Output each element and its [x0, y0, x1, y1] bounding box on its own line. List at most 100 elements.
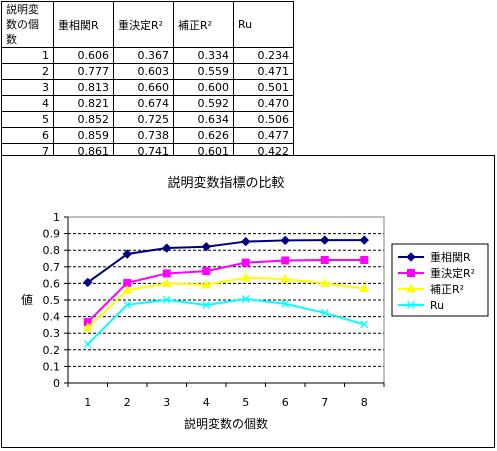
line-chart: 説明変数指標の比較 0 0.1 0.2 0.3 0.4 0.5 0.6 0.7 0.8 0.9 1 1 2… — [21, 175, 489, 431]
table-cell: 3 — [1, 79, 54, 96]
table-cell: 0.634 — [173, 111, 234, 128]
x-tick-label: 7 — [321, 396, 328, 409]
table-cell: 0.559 — [173, 63, 234, 80]
y-tick-label: 0.2 — [43, 344, 61, 357]
x-tick-label: 2 — [124, 396, 131, 409]
data-point — [161, 278, 172, 287]
table-cell: 0.471 — [233, 63, 294, 80]
x-tick-label: 3 — [163, 396, 170, 409]
table-cell: 4 — [1, 95, 54, 112]
legend-label: Ru — [430, 299, 444, 312]
data-table: 説明変数の個数 重相関R 重決定R² 補正R² Ru 1 0.606 0.367 0.334 0… — [1, 1, 294, 176]
data-point — [162, 295, 171, 304]
data-point — [83, 340, 92, 349]
series-line-3 — [87, 276, 365, 329]
y-tick-label: 0.6 — [43, 277, 61, 290]
data-point — [162, 269, 171, 278]
data-point — [241, 295, 250, 303]
series-line-2 — [87, 258, 365, 323]
data-point — [202, 267, 211, 276]
table-cell: 0.367 — [113, 47, 174, 64]
table-cell: 0.777 — [53, 63, 114, 80]
table-cell: 1 — [1, 47, 54, 64]
data-point — [280, 274, 291, 283]
data-point — [122, 249, 132, 259]
x-tick-label: 1 — [84, 396, 91, 409]
data-point — [82, 322, 93, 332]
table-cell: 0.738 — [113, 127, 174, 144]
y-tick-label: 0.3 — [43, 327, 61, 340]
table-cell: 6 — [1, 127, 54, 144]
table-cell: 2 — [1, 63, 54, 80]
data-point — [320, 308, 329, 317]
table-cell: 0.859 — [53, 127, 114, 144]
x-tick-label: 4 — [203, 396, 210, 409]
table-row: 1 0.606 0.367 0.334 0.234 — [1, 47, 294, 64]
legend-marker — [406, 252, 416, 262]
column-header: Ru — [233, 1, 294, 48]
table-cell: 0.477 — [233, 127, 294, 144]
table-row: 3 0.813 0.660 0.600 0.501 — [1, 79, 294, 96]
data-point — [360, 320, 369, 329]
table-cell: 0.470 — [233, 95, 294, 112]
data-point — [83, 277, 93, 288]
data-point — [241, 236, 251, 247]
chart-frame: 説明変数指標の比較 0 0.1 0.2 0.3 0.4 0.5 0.6 0.7 0.8 0.9 1 1 2… — [1, 155, 495, 448]
data-point — [359, 235, 369, 245]
x-axis-label: 説明変数の個数 — [184, 416, 268, 431]
legend-label: 補正R² — [430, 283, 464, 296]
y-tick-label: 0.9 — [43, 228, 61, 241]
table-cell: 0.813 — [53, 79, 114, 96]
data-point — [320, 235, 330, 245]
x-tick-label: 6 — [282, 396, 289, 409]
y-tick-label: 0 — [53, 377, 60, 390]
table-cell: 0.606 — [53, 47, 114, 64]
legend-marker — [407, 269, 415, 277]
table-cell: 0.821 — [53, 95, 114, 112]
data-point — [359, 283, 370, 293]
table-row: 2 0.777 0.603 0.559 0.471 — [1, 63, 294, 80]
table-row: 5 0.852 0.725 0.634 0.506 — [1, 111, 294, 128]
y-tick-label: 0.5 — [43, 294, 61, 307]
legend-label: 重決定R² — [430, 266, 475, 280]
table-cell: 0.501 — [233, 79, 294, 96]
y-tick-label: 0.8 — [43, 244, 61, 257]
table-cell: 0.725 — [113, 111, 174, 128]
data-point — [281, 299, 290, 308]
table-cell: 0.603 — [113, 63, 174, 80]
data-point — [319, 278, 330, 287]
x-tick-label: 5 — [242, 396, 249, 409]
table-row: 4 0.821 0.674 0.592 0.470 — [1, 95, 294, 112]
data-point — [162, 243, 172, 253]
table-cell: 0.674 — [113, 95, 174, 112]
table-cell: 0.592 — [173, 95, 234, 112]
legend-label: 重相関R — [430, 250, 471, 264]
x-tick-label: 8 — [361, 396, 368, 409]
data-point — [240, 272, 251, 282]
table-cell: 0.334 — [173, 47, 234, 64]
column-header-count: 説明変数の個数 — [1, 1, 54, 48]
column-header: 補正R² — [173, 1, 234, 48]
data-point — [241, 258, 250, 267]
column-header: 重相関R — [53, 1, 114, 48]
y-axis-label: 値 — [21, 292, 33, 307]
data-point — [320, 255, 329, 264]
y-tick-label: 0.7 — [43, 261, 61, 274]
legend-marker — [407, 301, 415, 309]
table-cell: 0.626 — [173, 127, 234, 144]
table-cell: 0.506 — [233, 111, 294, 128]
y-tick-label: 0.1 — [43, 360, 61, 373]
data-point — [360, 255, 369, 264]
y-tick-label: 1 — [53, 211, 60, 224]
table-header-row: 説明変数の個数 重相関R 重決定R² 補正R² Ru — [1, 1, 294, 48]
data-point — [201, 279, 212, 289]
series-line-4 — [87, 297, 365, 345]
table-cell: 5 — [1, 111, 54, 128]
legend-marker — [406, 283, 416, 293]
table-row: 6 0.859 0.738 0.626 0.477 — [1, 127, 294, 144]
data-point — [202, 301, 211, 309]
column-header: 重決定R² — [113, 1, 174, 48]
table-cell: 0.234 — [233, 47, 294, 64]
data-point — [201, 242, 211, 252]
data-point — [123, 300, 132, 309]
